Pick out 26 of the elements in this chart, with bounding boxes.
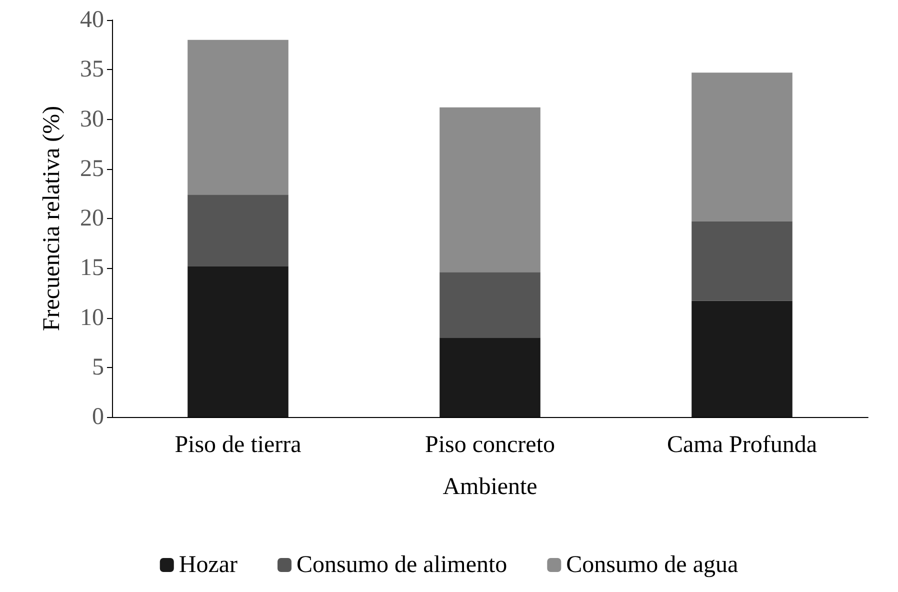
y-tick-label: 30	[80, 106, 104, 132]
legend-label: Consumo de alimento	[296, 552, 508, 578]
bar	[440, 107, 540, 272]
bar	[188, 266, 288, 417]
y-tick-label: 0	[92, 404, 104, 430]
bar	[440, 272, 540, 338]
y-tick-label: 35	[80, 56, 104, 83]
x-tick-label: Piso de tierra	[174, 432, 302, 458]
legend-label: Hozar	[178, 552, 238, 578]
bar	[440, 338, 540, 417]
y-tick-label: 20	[80, 206, 104, 232]
y-tick-label: 15	[80, 255, 104, 282]
y-tick-label: 10	[80, 304, 104, 331]
y-tick-label: 5	[92, 354, 104, 380]
legend-label: Consumo de agua	[566, 552, 738, 578]
bar	[692, 300, 792, 417]
bar	[188, 194, 288, 266]
x-tick-label: Piso concreto	[425, 432, 555, 458]
bar	[188, 40, 288, 195]
y-tick-label: 25	[80, 156, 104, 182]
bar	[692, 221, 792, 301]
bar	[692, 72, 792, 222]
x-tick-label: Cama Profunda	[667, 432, 818, 458]
x-axis-title: Ambiente	[442, 474, 538, 500]
y-tick-label: 40	[80, 7, 104, 33]
y-axis-title: Frecuencia relativa (%)	[39, 106, 65, 332]
